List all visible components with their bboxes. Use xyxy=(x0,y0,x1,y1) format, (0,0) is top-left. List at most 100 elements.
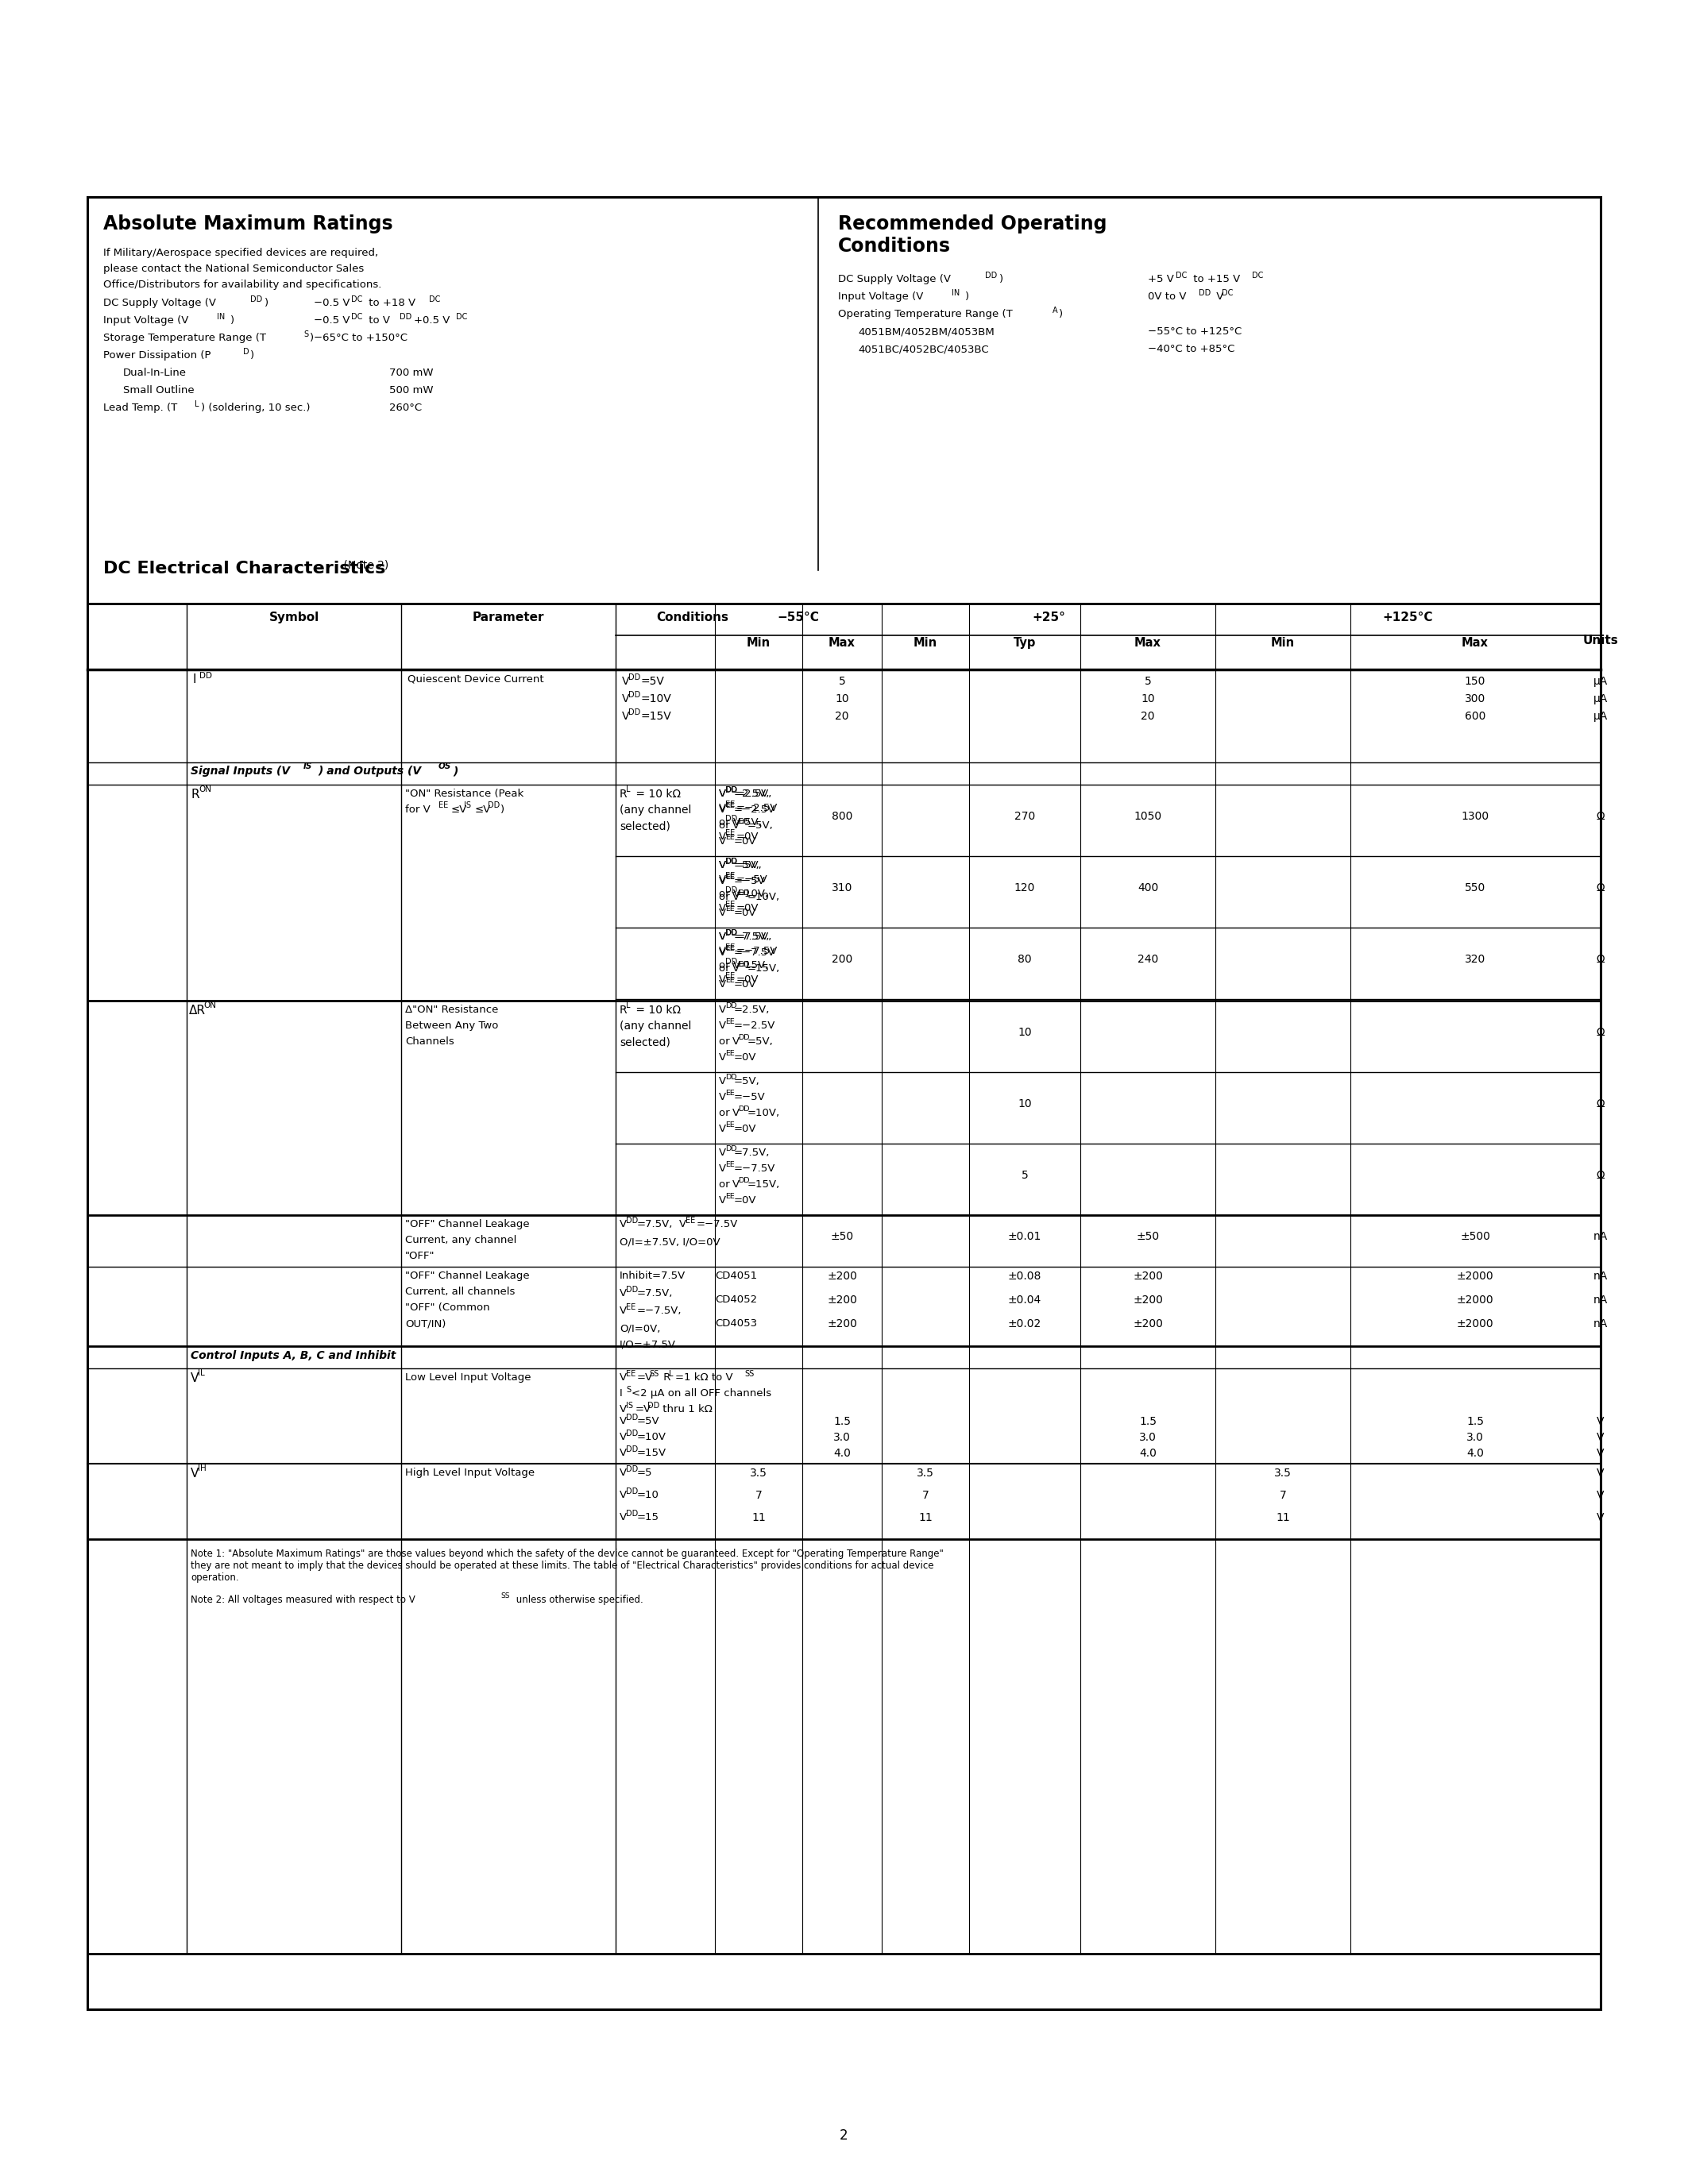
Text: IL: IL xyxy=(197,1369,204,1378)
Text: Ω: Ω xyxy=(1597,810,1605,821)
Text: ON: ON xyxy=(203,1002,216,1009)
Text: DD: DD xyxy=(726,887,738,893)
Text: Conditions: Conditions xyxy=(657,612,729,622)
Text: =5V,: =5V, xyxy=(736,817,763,828)
Text: =−2.5V: =−2.5V xyxy=(734,1020,775,1031)
Text: 800: 800 xyxy=(832,810,852,821)
Text: 10: 10 xyxy=(1141,692,1155,705)
Text: V: V xyxy=(621,710,630,723)
Text: Control Inputs A, B, C and Inhibit: Control Inputs A, B, C and Inhibit xyxy=(191,1350,397,1361)
Text: I: I xyxy=(619,1389,623,1398)
Text: 120: 120 xyxy=(1014,882,1035,893)
Text: +125°C: +125°C xyxy=(1382,612,1433,622)
Text: OS: OS xyxy=(439,762,451,771)
Text: ±0.04: ±0.04 xyxy=(1008,1295,1041,1306)
Text: IS: IS xyxy=(304,762,312,771)
Text: DC: DC xyxy=(456,312,468,321)
Text: V: V xyxy=(719,1053,726,1064)
Text: EE: EE xyxy=(726,906,734,913)
Text: V: V xyxy=(619,1448,626,1459)
Text: DD: DD xyxy=(738,1033,749,1042)
Text: V: V xyxy=(191,1372,199,1385)
Text: nA: nA xyxy=(1593,1232,1609,1243)
Text: CD4053: CD4053 xyxy=(716,1319,758,1328)
Text: R: R xyxy=(619,788,628,799)
Text: =−2.5V: =−2.5V xyxy=(736,804,778,812)
Text: =15: =15 xyxy=(636,1511,660,1522)
Text: EE: EE xyxy=(726,1192,734,1199)
Text: +5 V: +5 V xyxy=(1148,273,1173,284)
Text: Lead Temp. (T: Lead Temp. (T xyxy=(103,402,177,413)
Text: ON: ON xyxy=(199,786,211,793)
Text: μA: μA xyxy=(1593,710,1609,723)
Text: V: V xyxy=(719,978,726,989)
Text: V: V xyxy=(733,891,739,902)
Text: DD: DD xyxy=(726,858,738,865)
Text: V: V xyxy=(719,902,726,913)
Text: or: or xyxy=(719,891,733,902)
Text: EE: EE xyxy=(685,1216,695,1225)
Text: 7: 7 xyxy=(922,1489,928,1500)
Text: =−7.5V: =−7.5V xyxy=(734,1164,775,1173)
Text: to +15 V: to +15 V xyxy=(1190,273,1241,284)
Text: V: V xyxy=(719,874,726,885)
Text: "OFF" Channel Leakage: "OFF" Channel Leakage xyxy=(405,1219,530,1230)
Text: DD: DD xyxy=(199,673,213,679)
Text: V: V xyxy=(719,804,726,815)
Text: V: V xyxy=(1597,1489,1604,1500)
Text: =5V: =5V xyxy=(636,1415,660,1426)
Text: (any channel: (any channel xyxy=(619,1020,692,1031)
Text: V: V xyxy=(719,946,726,957)
Text: nA: nA xyxy=(1593,1319,1609,1330)
Text: 1.5: 1.5 xyxy=(1139,1415,1156,1426)
Text: =−7.5V: =−7.5V xyxy=(697,1219,738,1230)
Text: 3.5: 3.5 xyxy=(749,1468,768,1479)
Text: DD: DD xyxy=(738,889,749,898)
Text: Max: Max xyxy=(1462,638,1489,649)
Text: 300: 300 xyxy=(1465,692,1485,705)
Text: =V: =V xyxy=(635,1404,652,1415)
Text: =5: =5 xyxy=(636,1468,653,1479)
Text: =10V,: =10V, xyxy=(748,1107,780,1118)
Text: ±200: ±200 xyxy=(1133,1295,1163,1306)
Text: V: V xyxy=(1597,1468,1604,1479)
Text: DC Electrical Characteristics: DC Electrical Characteristics xyxy=(103,561,385,577)
Text: DD: DD xyxy=(726,928,738,937)
Text: =0V: =0V xyxy=(736,832,760,841)
Text: =0V: =0V xyxy=(734,909,756,917)
Text: Min: Min xyxy=(1271,638,1295,649)
Text: DD: DD xyxy=(986,271,998,280)
Text: EE: EE xyxy=(726,1120,734,1129)
Text: 2: 2 xyxy=(839,2129,847,2143)
Text: V: V xyxy=(719,1005,726,1016)
Text: =7.5V,: =7.5V, xyxy=(636,1219,674,1230)
Text: DC Supply Voltage (V: DC Supply Voltage (V xyxy=(837,273,950,284)
Text: CD4051: CD4051 xyxy=(716,1271,758,1282)
Text: =10V: =10V xyxy=(641,692,672,705)
Text: SS: SS xyxy=(500,1592,510,1599)
Text: IS: IS xyxy=(464,802,471,810)
Text: Ω: Ω xyxy=(1597,882,1605,893)
Text: =0V: =0V xyxy=(734,978,756,989)
Text: 3.0: 3.0 xyxy=(1467,1433,1484,1444)
Text: =0V: =0V xyxy=(736,974,760,985)
Text: Input Voltage (V: Input Voltage (V xyxy=(103,314,189,325)
Text: =−7.5V: =−7.5V xyxy=(734,948,775,959)
Text: IN: IN xyxy=(952,288,960,297)
Text: R: R xyxy=(191,788,199,802)
Text: 20: 20 xyxy=(1141,710,1155,723)
Text: DD: DD xyxy=(400,312,412,321)
Text: 11: 11 xyxy=(1276,1511,1290,1522)
Text: Note 1: "Absolute Maximum Ratings" are those values beyond which the safety of t: Note 1: "Absolute Maximum Ratings" are t… xyxy=(191,1548,944,1583)
Text: =7.5V,: =7.5V, xyxy=(636,1289,674,1299)
Text: DD: DD xyxy=(738,961,749,968)
Text: DD: DD xyxy=(726,786,738,795)
Text: nA: nA xyxy=(1593,1271,1609,1282)
Text: unless otherwise specified.: unless otherwise specified. xyxy=(513,1594,643,1605)
Text: =0V: =0V xyxy=(734,1053,756,1064)
Text: ±200: ±200 xyxy=(1133,1319,1163,1330)
Text: V: V xyxy=(719,1092,726,1103)
Text: =2.5V,: =2.5V, xyxy=(734,1005,770,1016)
Text: Units: Units xyxy=(1583,633,1619,646)
Text: <2 μA on all OFF channels: <2 μA on all OFF channels xyxy=(631,1389,771,1398)
